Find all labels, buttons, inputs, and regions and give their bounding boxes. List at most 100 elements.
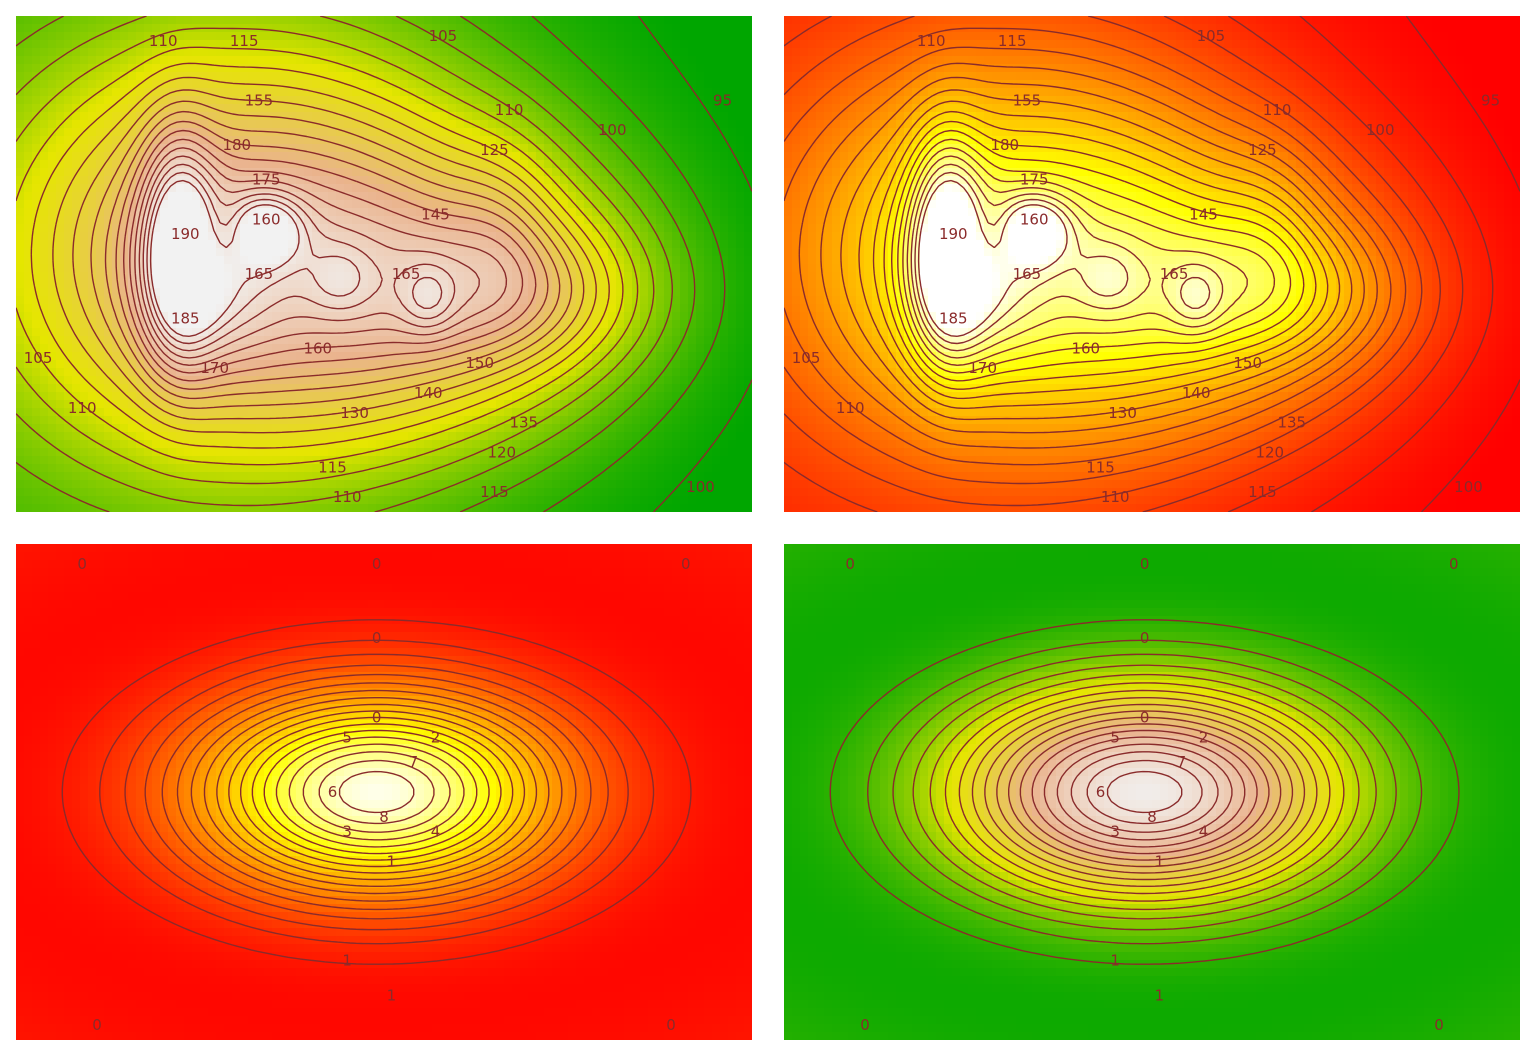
contour-line-17 [142,163,456,352]
contour-label: 8 [1147,808,1157,826]
contour-label: 100 [598,121,627,139]
contour-label: 160 [1071,339,1100,357]
contour-label: 165 [1160,265,1189,283]
contour-label: 130 [340,404,369,422]
contour-line-5 [784,27,1407,485]
contour-line-0 [637,16,752,512]
contour-label: 2 [1199,728,1209,746]
contour-label: 185 [171,310,200,328]
contour-label: 4 [431,823,441,841]
contour-label: 1 [387,852,397,870]
contour-line-19 [917,179,1068,337]
contour-label: 190 [939,225,968,243]
contour-line-13 [263,729,490,855]
volcano-terrain-contour-plot: 110 115 105 95 110 100 155 180 125 175 160 145 190 16… [16,16,752,512]
contour-label: 105 [792,349,821,367]
contour-label: 115 [1086,458,1115,476]
contour-label: 150 [465,354,494,372]
contour-line-13 [123,129,537,382]
contour-line-8 [203,697,550,887]
contour-line-17 [1086,759,1203,825]
contour-line-3 [16,16,673,512]
contour-line-14 [897,138,1292,374]
contour-overlay: 0 0 0 0 0 5 27 6 8 3 4 1 1 1 0 0 [829,555,1460,1034]
contour-label: 0 [77,555,87,573]
contour-label: 0 [1434,1016,1444,1034]
contour-label: 140 [1182,384,1211,402]
contour-label: 155 [245,91,274,109]
contour-line-17 [910,163,1224,352]
contour-line-8 [52,76,597,434]
heatmap-raster [784,544,1520,1040]
contour-label: 0 [92,1016,102,1034]
contour-label: 110 [333,488,362,506]
contour-label: 0 [372,629,382,647]
contour-line-15 [902,147,1276,366]
contour-line-18 [914,171,1211,345]
contour-label: 1 [1155,852,1165,870]
contour-label: 6 [328,783,338,801]
contour-label: 135 [1277,414,1306,432]
contour-label: 125 [480,141,509,159]
contour-line-1 [61,619,692,965]
contour-label: 105 [24,349,53,367]
contour-line-10 [228,710,526,874]
contour-line-6 [176,682,577,902]
contour-label: 110 [917,32,946,50]
contour-line-9 [72,89,585,421]
contour-line-15 [1056,743,1233,841]
contour-label: 6 [1096,783,1106,801]
contour-line-12 [883,120,1317,390]
contour-label: 170 [968,359,997,377]
contour-label: 0 [1140,555,1150,573]
contour-overlay: 110 115 105 95 110 100 155 180 125 175 160 145 190 16… [784,16,1520,512]
contour-label: 1 [342,952,352,970]
contour-line-3 [124,653,629,931]
contour-line-8 [971,697,1318,887]
contour-line-12 [1019,723,1270,861]
contour-label: 160 [1020,210,1049,228]
contour-line-17 [318,759,435,825]
contour-label: 165 [1013,265,1042,283]
contour-line-9 [840,89,1353,421]
contour-label: 110 [1101,488,1130,506]
contour-line-0 [1405,16,1520,512]
contour-label: 1 [1155,986,1165,1004]
contour-label: 3 [1110,823,1120,841]
contour-line-7 [798,62,1378,449]
contour-label: 115 [480,483,509,501]
contour-label: 3 [342,823,352,841]
contour-label: 0 [1449,555,1459,573]
contour-label: 135 [509,414,538,432]
contour-line-8 [820,76,1365,434]
contour-label: 105 [429,27,458,45]
contour-line-14 [1043,736,1246,848]
contour-label: 165 [392,265,421,283]
heatmap-raster [16,544,752,1040]
contour-line-16 [1070,751,1219,833]
contour-label: 95 [713,91,732,109]
contour-label: 115 [1248,483,1277,501]
contour-label: 115 [318,458,347,476]
contour-overlay: 0 0 0 0 0 5 27 6 8 3 4 1 1 1 0 0 [61,555,692,1034]
contour-label: 185 [939,310,968,328]
contour-line-2 [99,639,655,945]
contour-line-11 [104,110,561,400]
contour-label: 7 [409,753,419,771]
contour-label: 100 [1454,478,1483,496]
contour-overlay: 110 115 105 95 110 100 155 180 125 175 160 145 190 16… [16,16,752,512]
contour-label: 95 [1481,91,1500,109]
contour-label: 110 [495,101,524,119]
contour-line-11 [240,716,514,868]
contour-label: 100 [686,478,715,496]
contour-label: 160 [252,210,281,228]
contour-line-10 [90,100,573,409]
contour-label: 110 [68,399,97,417]
contour-label: 110 [836,399,865,417]
contour-line-16 [302,751,451,833]
volcano-heat-contour-plot: 110 115 105 95 110 100 155 180 125 175 160 145 190 16… [784,16,1520,512]
contour-label: 100 [1366,121,1395,139]
contour-label: 160 [303,339,332,357]
contour-line-11 [1008,716,1282,868]
